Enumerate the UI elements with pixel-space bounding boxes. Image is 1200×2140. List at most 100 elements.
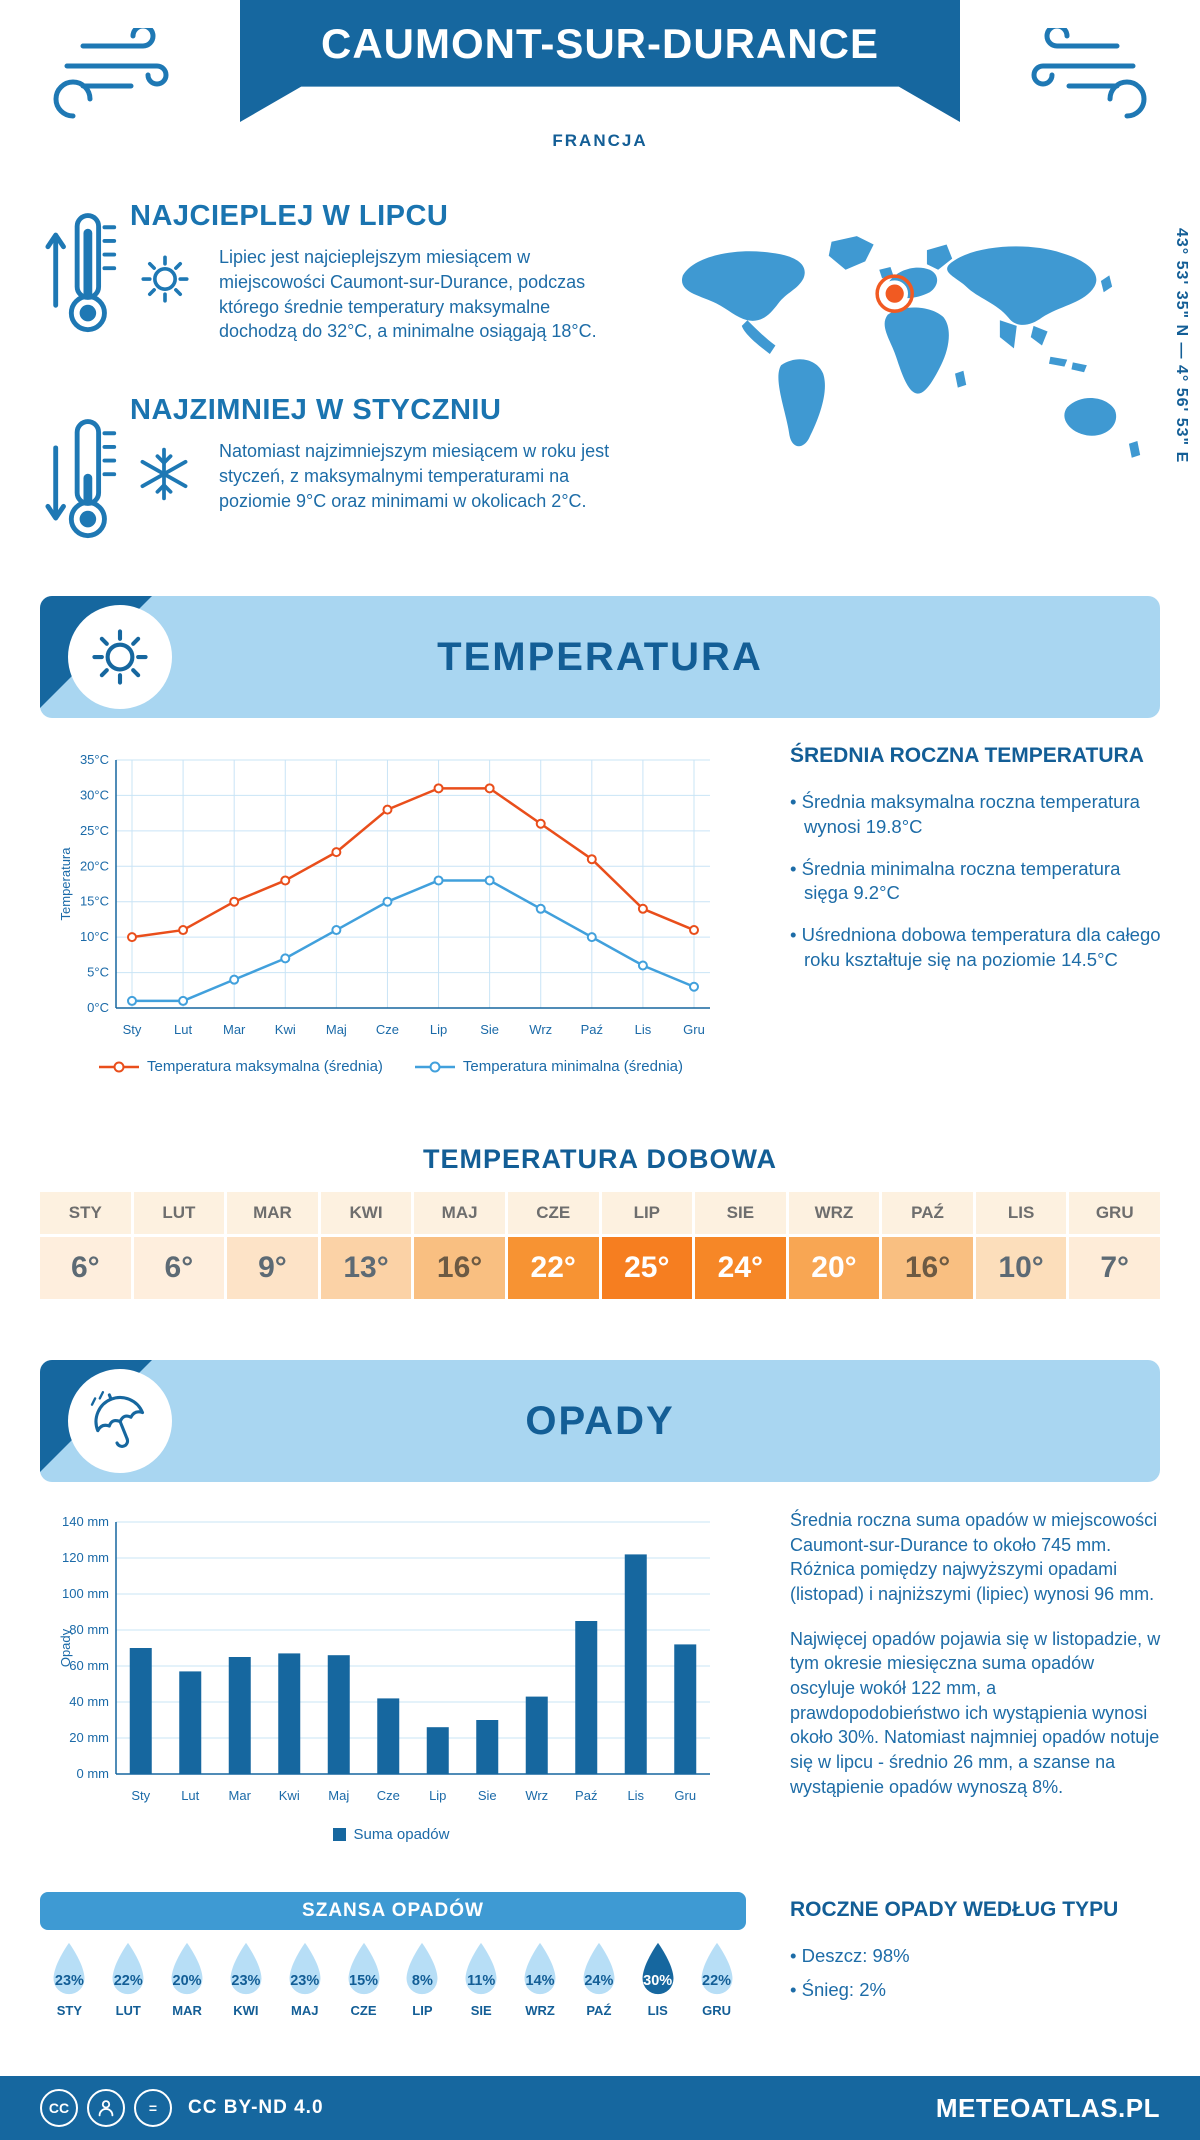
daily-temperature-table: STY LUT MAR KWI MAJ CZE LIP SIE WRZ PAŹ LIS GRU 6° 6°… [40,1192,1160,1299]
precipitation-banner-title: OPADY [525,1398,675,1443]
location-marker [881,280,909,307]
annual-temperature-bullet: • Średnia maksymalna roczna temperatura … [790,791,1140,837]
chance-drop-slot: 14% WRZ [511,1940,570,2018]
svg-text:80 mm: 80 mm [69,1622,109,1637]
page-title: CAUMONT-SUR-DURANCE [321,19,879,67]
temperature-banner-title: TEMPERATURA [437,634,763,679]
svg-text:20°C: 20°C [80,858,109,873]
chance-month: LIP [412,2003,433,2018]
thermometer-down-icon [45,419,117,539]
svg-text:Gru: Gru [683,1022,705,1037]
droplet-icon: 24% [575,1940,623,1998]
svg-text:0 mm: 0 mm [77,1766,110,1781]
chance-drop-slot: 15% CZE [334,1940,393,2018]
legend-item: Suma opadów [332,1826,450,1843]
svg-text:Sty: Sty [131,1788,150,1803]
legend-label: Temperatura minimalna (średnia) [462,1058,683,1075]
annual-temperature-bullet: • Uśredniona dobowa temperatura dla całe… [790,924,1161,970]
chance-value: 23% [290,1973,320,1989]
precipitation-paragraph: Najwięcej opadów pojawia się w listopadz… [790,1628,1161,1797]
svg-text:100 mm: 100 mm [62,1586,109,1601]
precipitation-section-banner: OPADY [40,1360,1160,1482]
chance-month: LIS [647,2003,668,2018]
svg-text:Lut: Lut [181,1788,199,1803]
sun-icon-circle [68,605,172,709]
chance-value: 14% [525,1973,555,1989]
cc-icon: CC [40,2089,78,2127]
umbrella-icon-circle [68,1369,172,1473]
daily-table-month: GRU [1069,1192,1160,1234]
chance-value: 22% [702,1973,732,1989]
country-label: FRANCJA [552,131,648,150]
chance-drop-slot: 30% LIS [628,1940,687,2018]
daily-table-value: 6° [133,1237,225,1299]
chance-drop-slot: 24% PAŹ [569,1940,628,2018]
svg-text:140 mm: 140 mm [62,1514,109,1529]
svg-text:Maj: Maj [326,1022,347,1037]
droplet-icon: 23% [45,1940,93,1998]
daily-table-value: 7° [1069,1237,1160,1299]
svg-text:25°C: 25°C [80,823,109,838]
precipitation-type-panel: ROCZNE OPADY WEDŁUG TYPU • Deszcz: 98% • … [790,1898,1164,2012]
svg-text:Lut: Lut [174,1022,192,1037]
wind-icon [1031,28,1147,119]
chance-drop-slot: 11% SIE [452,1940,511,2018]
daily-table-value: 9° [227,1237,318,1299]
chance-value: 11% [467,1973,496,1989]
droplet-icon: 22% [104,1940,152,1998]
annual-temperature-bullet: • Średnia minimalna roczna temperatura s… [790,857,1121,904]
chance-drop-slot: 23% STY [40,1940,99,2018]
svg-text:Mar: Mar [229,1788,252,1803]
svg-text:40 mm: 40 mm [69,1694,109,1709]
droplet-icon: 15% [340,1940,388,1998]
daily-table-value: 25° [601,1237,693,1299]
svg-text:Paź: Paź [575,1788,597,1803]
svg-text:Maj: Maj [328,1788,349,1803]
daily-table-value: 16° [882,1237,973,1299]
svg-text:5°C: 5°C [87,965,109,980]
svg-text:Cze: Cze [377,1788,400,1803]
daily-temperature-title: TEMPERATURA DOBOWA [423,1144,777,1174]
sun-icon [92,629,148,685]
snowflake-icon [140,447,188,501]
license-icons: CC = [40,2089,172,2127]
umbrella-icon [90,1391,145,1448]
svg-text:Kwi: Kwi [279,1788,300,1803]
temperature-line-chart: 0°C 5°C 10°C 15°C 20°C 25°C 30°C 35°C Temperatur… [58,752,710,1037]
coordinates-label: 43° 53' 35" N — 4° 56' 53" E [1173,228,1190,464]
svg-text:0°C: 0°C [87,1000,109,1015]
chance-drop-slot: 23% MAJ [275,1940,334,2018]
legend-label: Suma opadów [353,1826,450,1843]
droplet-icon: 8% [398,1940,446,1998]
svg-text:Mar: Mar [223,1022,246,1037]
daily-table-value: 20° [788,1237,880,1299]
chance-month: MAJ [291,2003,319,2018]
precipitation-chance-droplets: 23% STY 22% LUT 20% MAR 23% KWI 23% MAJ 15% CZE 8% LI… [40,1940,746,2018]
daily-table-month: PAŹ [882,1192,973,1234]
svg-text:20 mm: 20 mm [69,1730,109,1745]
annual-temperature-panel: ŚREDNIA ROCZNA TEMPERATURA • Średnia mak… [790,744,1162,990]
chance-value: 20% [172,1973,202,1989]
chance-value: 23% [54,1973,84,1989]
svg-text:10°C: 10°C [80,929,109,944]
chance-value: 23% [231,1973,261,1989]
precipitation-type-bullets: • Deszcz: 98% • Śnieg: 2% [790,1944,1164,2003]
svg-text:Sty: Sty [123,1022,142,1037]
attribution-person-icon [87,2089,125,2127]
svg-text:Wrz: Wrz [529,1022,552,1037]
droplet-icon: 23% [222,1940,270,1998]
precipitation-chart-legend: Suma opadów [56,1826,726,1843]
chance-month: PAŹ [586,2003,612,2018]
svg-text:Sie: Sie [480,1022,499,1037]
sun-icon [141,255,189,303]
chance-drop-slot: 8% LIP [393,1940,452,2018]
thermometer-up-icon [45,213,117,333]
svg-text:Paź: Paź [581,1022,603,1037]
daily-table-month: MAR [227,1192,318,1234]
title-banner: CAUMONT-SUR-DURANCE [240,0,960,122]
precipitation-paragraph: Średnia roczna suma opadów w miejscowośc… [790,1510,1158,1604]
droplet-icon: 22% [693,1940,741,1998]
annual-temperature-bullets: • Średnia maksymalna roczna temperatura … [790,790,1162,973]
daily-table-month: LIP [601,1192,693,1234]
